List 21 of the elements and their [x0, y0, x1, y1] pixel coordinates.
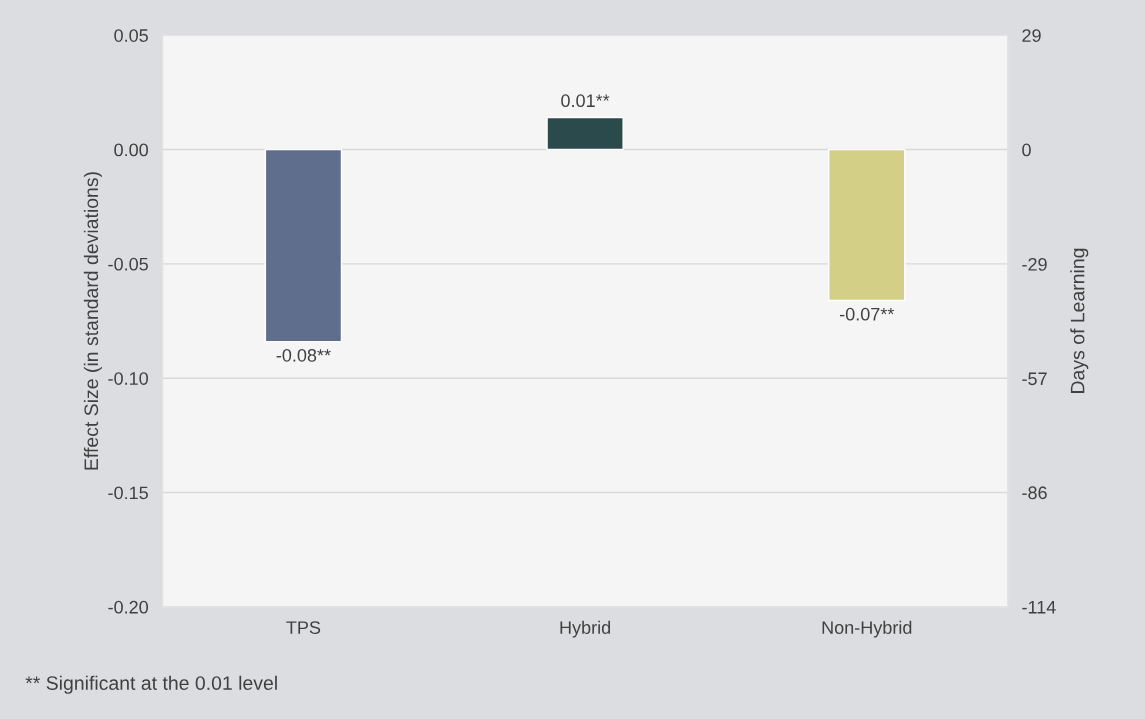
- data-label: -0.07**: [839, 307, 895, 321]
- y-tick-label: -0.15: [108, 486, 148, 500]
- y-tick-label: 0.05: [114, 29, 148, 42]
- y-tick-label: 0.00: [114, 143, 148, 157]
- y-tick-label: -0.20: [108, 600, 148, 614]
- x-tick-label: Non-Hybrid: [822, 620, 912, 638]
- y2-tick-label: -57: [1022, 372, 1047, 386]
- text: ** Significant at the 0.01 level: [25, 675, 277, 694]
- y2-tick-label: -114: [1022, 600, 1056, 614]
- y-axis-title: Effect Size (in standard deviations): [83, 172, 102, 470]
- y2-axis-title: Days of Learning: [1070, 248, 1089, 393]
- y2-tick-label: 0: [1022, 143, 1031, 157]
- y-tick-label: -0.10: [108, 372, 148, 385]
- x-tick-label: Hybrid: [560, 620, 611, 638]
- y2-tick-label: 29: [1022, 29, 1041, 42]
- y2-tick-label: -29: [1022, 257, 1047, 271]
- data-label: -0.08**: [276, 348, 331, 362]
- x-tick-label: TPS: [286, 621, 321, 634]
- y-tick-label: -0.05: [108, 257, 148, 271]
- y2-tick-label: -86: [1022, 486, 1047, 500]
- data-label: 0.01**: [561, 94, 610, 108]
